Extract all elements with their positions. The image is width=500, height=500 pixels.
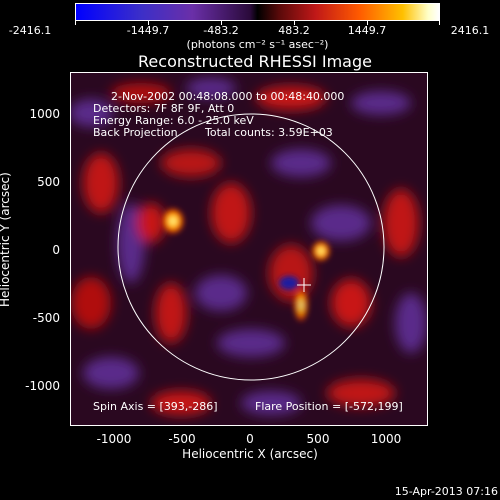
y-tick-label: -1000 [25, 379, 60, 393]
y-tick-label: -500 [32, 311, 60, 325]
colorbar-tick-label: -2416.1 [8, 24, 52, 37]
colorbar-tick-label: 483.2 [278, 24, 310, 37]
image-title: Reconstructed RHESSI Image [138, 52, 372, 71]
flare-position: Flare Position = [-572,199] [255, 400, 403, 413]
y-axis-label: Heliocentric Y (arcsec) [0, 172, 12, 307]
colorbar [75, 3, 440, 21]
energy-range: Energy Range: 6.0 - 25.0 keV [93, 114, 254, 127]
colorbar-tick-label: -483.2 [203, 24, 239, 37]
x-axis-label: Heliocentric X (arcsec) [182, 447, 318, 461]
colorbar-tick-label: 2416.1 [450, 24, 490, 37]
colorbar-tick-label: 1449.7 [347, 24, 387, 37]
timestamp: 15-Apr-2013 07:16 [394, 485, 498, 498]
x-tick-label: 0 [246, 432, 254, 446]
y-tick-label: 1000 [29, 107, 60, 121]
x-tick-label: -500 [168, 432, 196, 446]
colorbar-tick-label: -1449.7 [126, 24, 170, 37]
time-range: 2-Nov-2002 00:48:08.000 to 00:48:40.000 [111, 90, 345, 103]
total-counts: Total counts: 3.59E+03 [205, 126, 333, 139]
solar-image: 2-Nov-2002 00:48:08.000 to 00:48:40.000 … [70, 72, 428, 426]
x-tick-label: 500 [306, 432, 330, 446]
colorbar-units: (photons cm⁻² s⁻¹ asec⁻²) [186, 38, 329, 51]
detectors: Detectors: 7F 8F 9F, Att 0 [93, 102, 235, 115]
y-tick-label: 0 [52, 243, 60, 257]
reconstruction-method: Back Projection [93, 126, 178, 139]
spin-axis: Spin Axis = [393,-286] [93, 400, 218, 413]
y-tick-label: 500 [37, 175, 60, 189]
solar-image-canvas [71, 73, 427, 425]
x-tick-label: -1000 [96, 432, 132, 446]
x-tick-label: 1000 [370, 432, 402, 446]
